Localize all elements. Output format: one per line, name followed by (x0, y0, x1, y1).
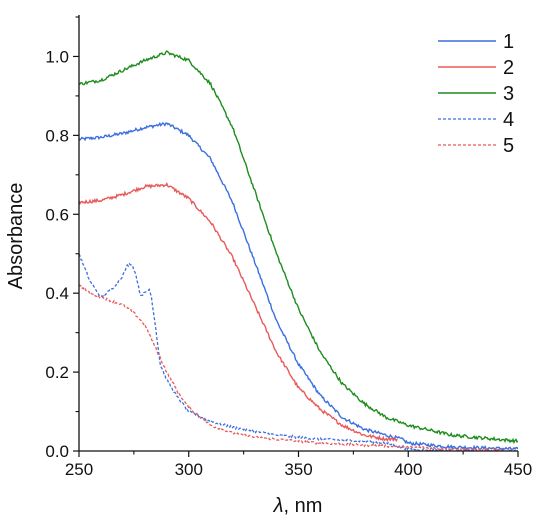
y-axis-title: Absorbance (5, 183, 27, 290)
x-tick-label: 250 (65, 460, 93, 479)
y-tick-label: 0.8 (45, 126, 69, 145)
x-axis-unit: , nm (283, 495, 322, 517)
series-line-4 (79, 253, 518, 451)
series-line-5 (79, 284, 518, 451)
y-tick-label: 0.6 (45, 205, 69, 224)
x-tick-label: 300 (175, 460, 203, 479)
axes: 250 300 350 400 450 0.0 0.2 0.4 0.6 0.8 1.0 (45, 15, 532, 479)
x-tick-label: 350 (284, 460, 312, 479)
x-tick-label: 450 (504, 460, 532, 479)
series-line-2 (79, 181, 398, 443)
y-tick-label: 0.4 (45, 284, 69, 303)
legend-label-2: 2 (503, 57, 514, 79)
x-axis-title: λ, nm (273, 495, 323, 517)
x-axis-symbol: λ (273, 495, 284, 517)
plot-area (79, 50, 518, 451)
series-line-3 (79, 50, 518, 445)
x-tick-label: 400 (394, 460, 422, 479)
legend: 1 2 3 4 5 (438, 31, 514, 157)
legend-label-5: 5 (503, 135, 514, 157)
y-tick-label: 0.0 (45, 442, 69, 461)
legend-label-4: 4 (503, 109, 514, 131)
legend-label-3: 3 (503, 83, 514, 105)
y-tick-label: 1.0 (45, 47, 69, 66)
legend-label-1: 1 (503, 31, 514, 53)
y-tick-label: 0.2 (45, 363, 69, 382)
series-line-1 (79, 121, 518, 451)
